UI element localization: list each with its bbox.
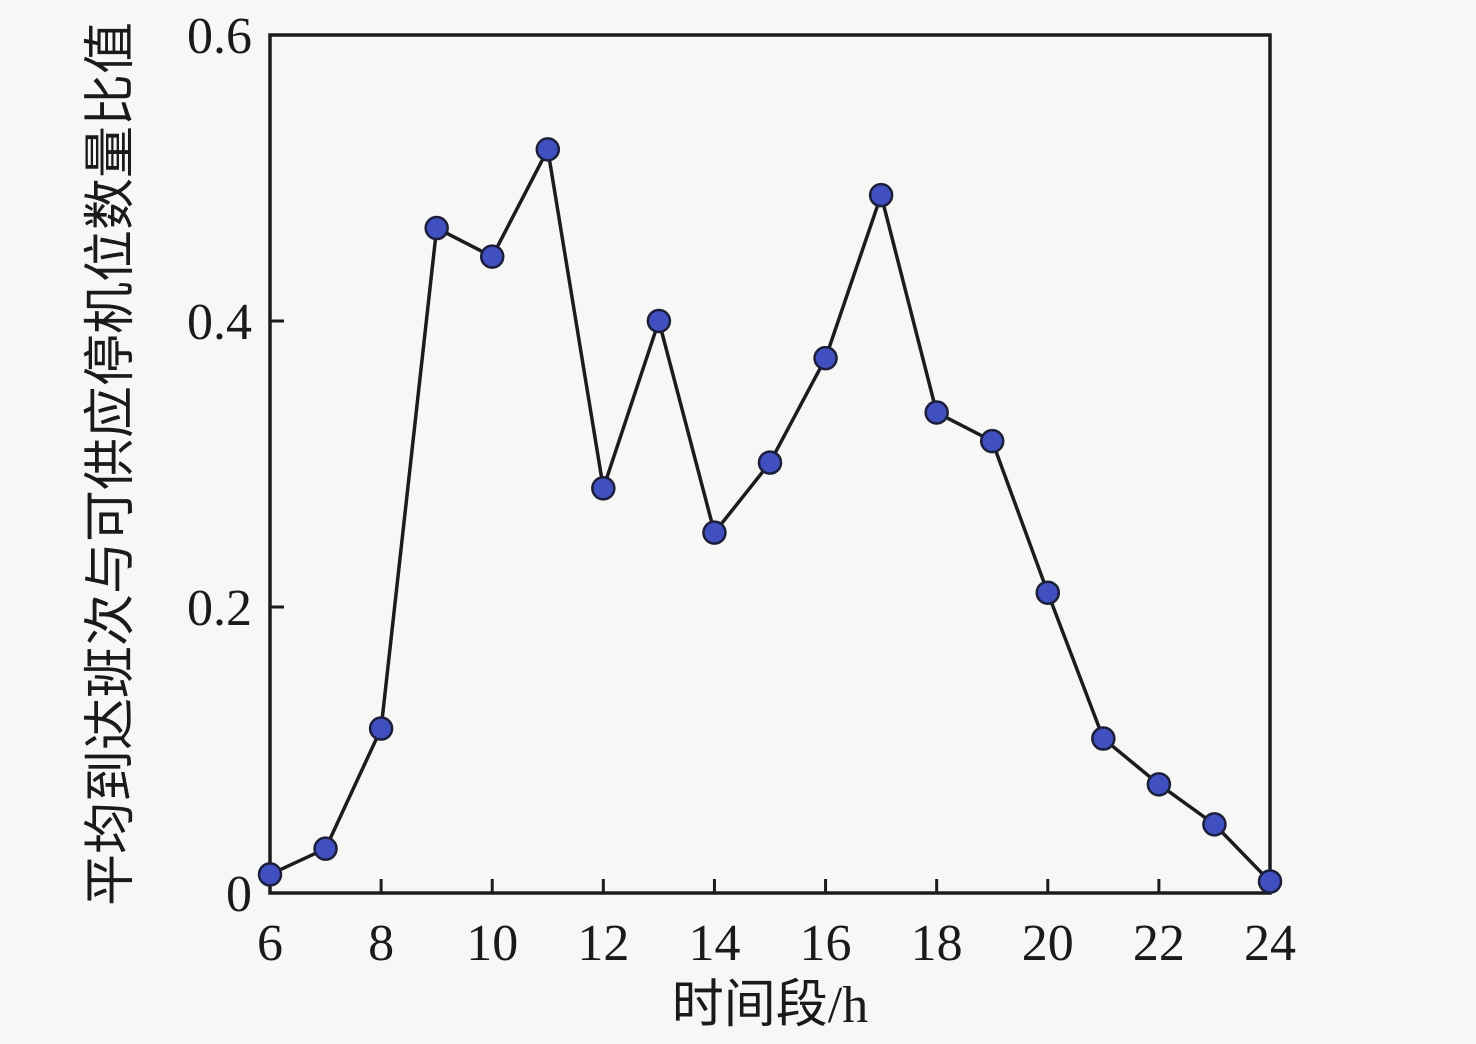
data-point (646, 308, 672, 334)
data-point (257, 862, 283, 887)
data-point (591, 476, 616, 501)
x-tick-label: 6 (257, 915, 283, 972)
data-point (979, 428, 1005, 454)
data-point (702, 520, 727, 545)
data-point (1257, 869, 1283, 894)
data-point (313, 836, 338, 861)
x-tick-label: 8 (368, 915, 394, 972)
x-tick-label: 14 (688, 915, 740, 972)
data-point (424, 215, 449, 241)
x-tick-label: 16 (800, 915, 852, 972)
y-tick-label: 0.2 (187, 580, 252, 637)
data-point (868, 182, 894, 208)
x-tick-label: 24 (1244, 915, 1296, 972)
data-point (479, 244, 505, 269)
x-tick-label: 18 (911, 915, 963, 972)
data-point (813, 345, 838, 371)
y-tick-label: 0.4 (187, 294, 252, 351)
y-tick-label: 0.6 (187, 8, 252, 65)
y-axis-label: 平均到达班次与可供应停机位数量比值 (83, 22, 140, 906)
data-point (1146, 772, 1172, 797)
y-tick-label: 0 (226, 866, 252, 923)
plot-area (268, 33, 1272, 895)
data-point (368, 716, 394, 741)
x-tick-label: 22 (1133, 915, 1185, 972)
x-tick-label: 20 (1022, 915, 1074, 972)
data-point (924, 400, 949, 425)
data-point (1091, 726, 1116, 751)
x-tick-label: 10 (466, 915, 518, 972)
data-series (257, 137, 1283, 894)
data-point (1035, 580, 1061, 605)
axis-tick-labels: 6 8 10 12 14 16 18 20 22 24 0 0.2 0.4 0.6 (187, 8, 1296, 972)
x-axis-label: 时间段/h (672, 977, 868, 1034)
x-tick-label: 12 (577, 915, 629, 972)
data-point (535, 137, 561, 162)
data-point (1202, 812, 1227, 837)
data-point (757, 450, 783, 475)
